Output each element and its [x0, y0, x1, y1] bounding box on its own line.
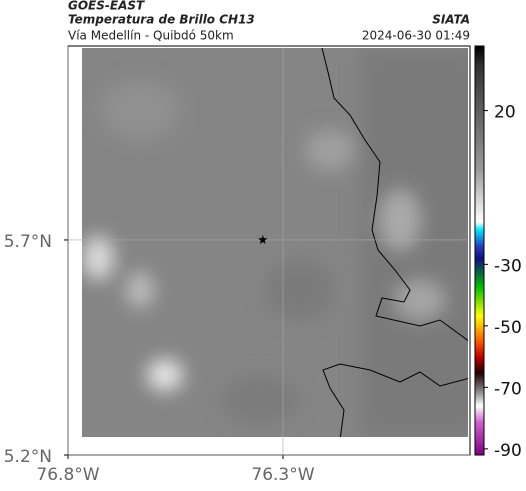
- title: GOES-EAST: [68, 0, 145, 13]
- colorbar-tick-label: -50: [494, 318, 522, 338]
- colorbar: [474, 45, 485, 456]
- source: SIATA: [432, 13, 470, 27]
- x-tick-label: 76.3°W: [251, 465, 314, 485]
- subtitle: Temperatura de Brillo CH13: [68, 13, 255, 27]
- location-marker: [258, 235, 268, 244]
- satellite-image: [82, 48, 468, 437]
- x-tick-label: 76.8°W: [36, 465, 99, 485]
- datetime: 2024-06-30 01:49: [362, 29, 470, 43]
- colorbar-tick-label: -70: [494, 379, 522, 399]
- colorbar-tick-label: -90: [494, 441, 522, 461]
- y-tick-label: 5.7°N: [4, 232, 52, 252]
- route: Vía Medellín - Quibdó 50km: [68, 29, 234, 43]
- y-tick-label: 5.2°N: [4, 447, 52, 467]
- colorbar-tick-label: -30: [494, 256, 522, 276]
- colorbar-tick-label: 20: [494, 103, 516, 123]
